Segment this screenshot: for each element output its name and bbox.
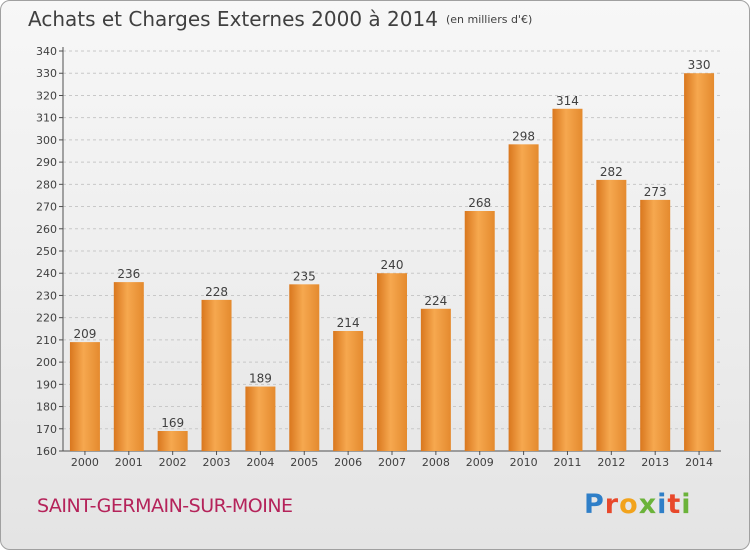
logo-letter: r [604, 489, 620, 520]
location-name: SAINT-GERMAIN-SUR-MOINE [37, 495, 293, 517]
data-label-2001: 236 [117, 267, 140, 281]
y-tick-label: 260 [36, 223, 57, 236]
axes: 160 170 180 190 200 210 220 230 240 250 260 270 280 2… [36, 45, 721, 469]
bar-2012 [596, 179, 627, 451]
bar-2003 [201, 299, 232, 451]
bar-2007 [377, 273, 407, 451]
logo-letter: x [638, 489, 658, 520]
bar-2005 [289, 284, 320, 451]
x-tick-label-2008: 2008 [422, 456, 450, 469]
y-tick-label: 210 [36, 334, 57, 347]
x-tick-label-2010: 2010 [510, 456, 538, 469]
data-label-2012: 282 [600, 165, 623, 179]
x-tick-label-2006: 2006 [334, 456, 362, 469]
chart-title: Achats et Charges Externes 2000 à 2014 (e… [28, 7, 532, 31]
y-tick-label: 320 [36, 89, 57, 102]
bar-2011 [552, 108, 583, 452]
y-tick-label: 270 [36, 201, 57, 214]
data-label-2009: 268 [468, 196, 491, 210]
logo-letter: P [584, 489, 605, 520]
data-label-2006: 214 [337, 316, 360, 330]
x-tick-label-2005: 2005 [290, 456, 318, 469]
x-tick-label-2007: 2007 [378, 456, 406, 469]
bar-2008 [420, 308, 451, 451]
y-tick-label: 340 [36, 45, 57, 58]
bar-2006 [333, 331, 364, 451]
data-label-2007: 240 [381, 258, 404, 272]
y-tick-label: 170 [36, 423, 57, 436]
y-tick-label: 200 [36, 356, 57, 369]
y-tick-label: 280 [36, 178, 57, 191]
logo-letter: i [657, 489, 668, 520]
bar-2001 [113, 282, 144, 451]
proxiti-logo[interactable]: Proxiti [584, 489, 692, 520]
y-tick-label: 160 [36, 445, 57, 458]
x-tick-label-2002: 2002 [159, 456, 187, 469]
bar-2013 [640, 199, 671, 451]
bar-2004 [245, 386, 276, 451]
logo-letter: i [681, 489, 692, 520]
data-labels: 209 236 169 228 189 235 214 240 224 268 298 314 282 2… [73, 58, 710, 430]
x-tick-label-2003: 2003 [203, 456, 231, 469]
y-tick-label: 240 [36, 267, 57, 280]
data-label-2005: 235 [293, 269, 316, 283]
bar-2009 [464, 211, 495, 451]
x-tick-label-2014: 2014 [685, 456, 713, 469]
bar-2000 [69, 342, 100, 451]
y-tick-label: 220 [36, 312, 57, 325]
y-tick-label: 290 [36, 156, 57, 169]
y-tick-label: 300 [36, 134, 57, 147]
y-tick-label: 230 [36, 289, 57, 302]
x-tick-label-2000: 2000 [71, 456, 99, 469]
bar-2010 [508, 144, 539, 452]
y-tick-label: 310 [36, 112, 57, 125]
logo-letter: o [619, 489, 639, 520]
data-label-2011: 314 [556, 94, 579, 108]
x-tick-label-2004: 2004 [246, 456, 274, 469]
data-label-2013: 273 [644, 185, 667, 199]
x-tick-label-2013: 2013 [641, 456, 669, 469]
data-label-2003: 228 [205, 285, 228, 299]
data-label-2000: 209 [73, 327, 96, 341]
chart-title-text: Achats et Charges Externes 2000 à 2014 [28, 7, 438, 31]
data-label-2014: 330 [688, 58, 711, 72]
chart-unit: (en milliers d'€) [445, 13, 533, 26]
bar-2014 [684, 73, 715, 451]
data-label-2008: 224 [424, 294, 447, 308]
logo-letter: t [667, 489, 682, 520]
data-label-2002: 169 [161, 416, 184, 430]
y-tick-label: 180 [36, 401, 57, 414]
y-tick-label: 250 [36, 245, 57, 258]
x-tick-label-2012: 2012 [597, 456, 625, 469]
bars [69, 73, 715, 452]
y-tick-label: 190 [36, 378, 57, 391]
y-tick-label: 330 [36, 67, 57, 80]
x-tick-label-2011: 2011 [553, 456, 581, 469]
data-label-2010: 298 [512, 129, 535, 143]
data-label-2004: 189 [249, 372, 272, 386]
x-tick-label-2001: 2001 [115, 456, 143, 469]
bar-2002 [157, 431, 188, 451]
x-tick-label-2009: 2009 [466, 456, 494, 469]
